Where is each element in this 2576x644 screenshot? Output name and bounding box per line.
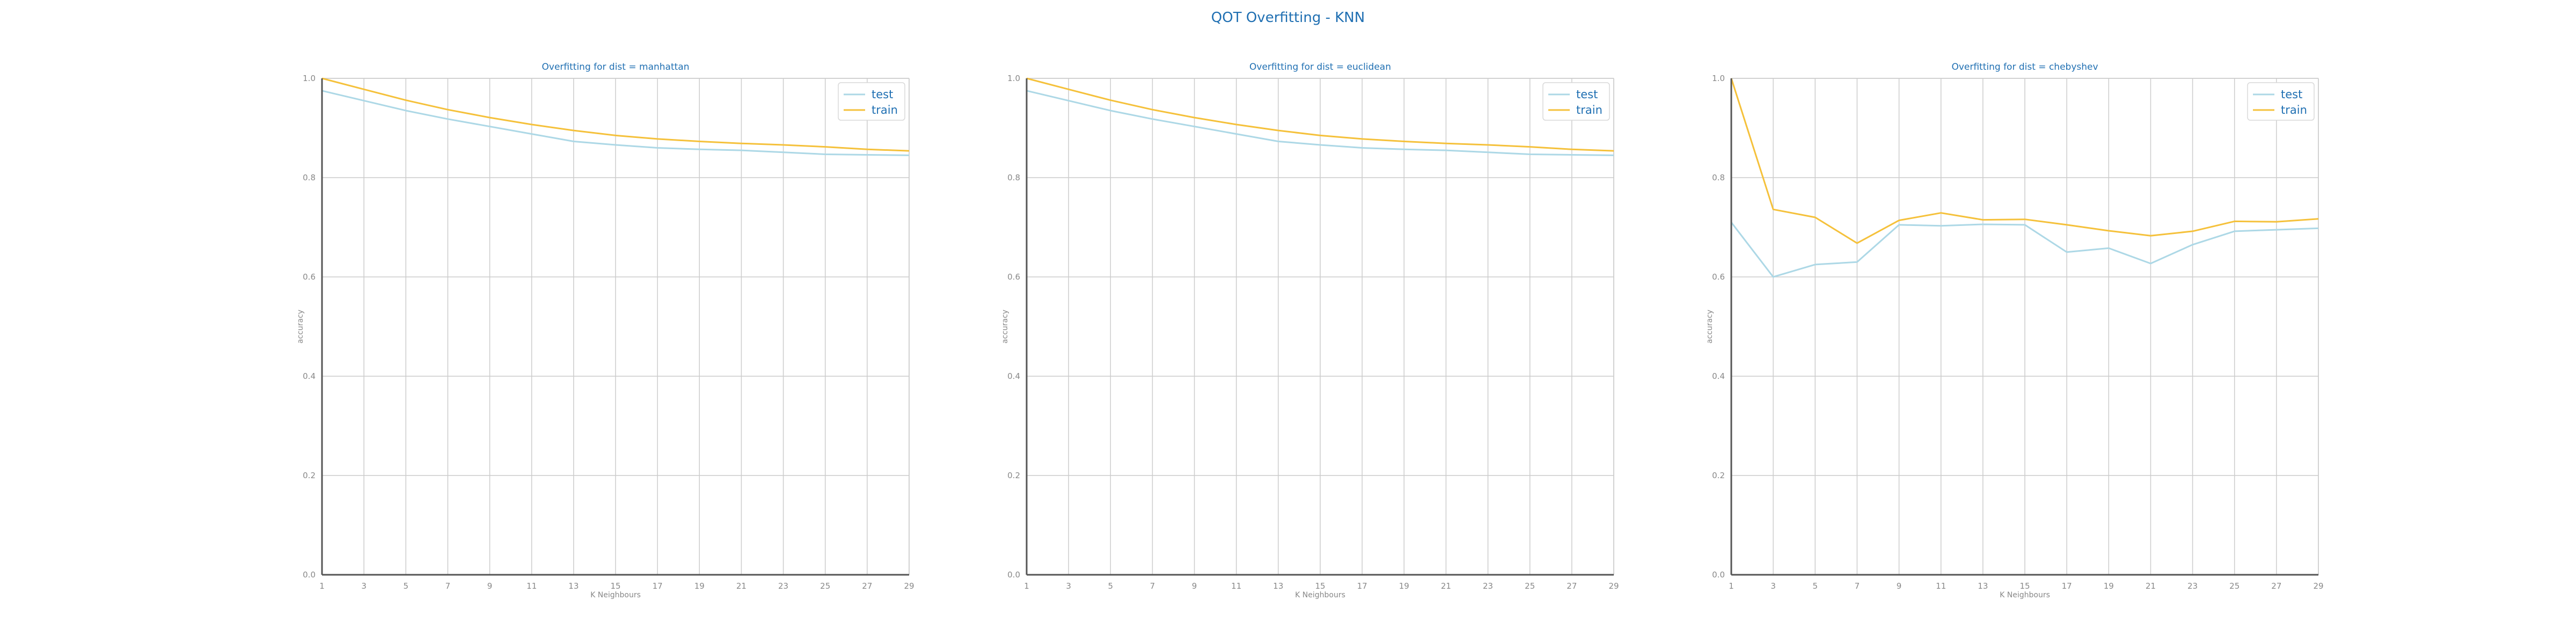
x-tick-label: 3	[361, 581, 367, 591]
y-axis-label: accuracy	[1706, 310, 1714, 343]
y-tick-label: 0.6	[1712, 272, 1725, 282]
x-tick-label: 11	[526, 581, 537, 591]
y-tick-label: 1.0	[1007, 74, 1020, 83]
legend-label-test: test	[1576, 88, 1598, 101]
series-line-train	[1026, 77, 1614, 152]
y-tick-label: 0.2	[1712, 471, 1725, 480]
x-tick-label: 1	[1729, 581, 1734, 591]
x-tick-label: 9	[1192, 581, 1197, 591]
x-tick-label: 17	[653, 581, 663, 591]
x-tick-label: 15	[2019, 581, 2030, 591]
x-tick-label: 11	[1231, 581, 1241, 591]
chart-panel-3: 1 3 5 7 9 11 13 15 17 19 21 23 25 27 290.00.20.40.60.8…	[1706, 62, 2324, 599]
x-tick-label: 25	[1525, 581, 1535, 591]
x-tick-label: 5	[404, 581, 409, 591]
y-axis-label: accuracy	[296, 310, 305, 343]
x-tick-label: 7	[1855, 581, 1860, 591]
y-tick-label: 1.0	[1712, 74, 1725, 83]
x-tick-label: 21	[736, 581, 747, 591]
legend: test train	[1542, 82, 1610, 121]
series-line-test	[1730, 222, 2319, 278]
chart-panel-1: 1 3 5 7 9 11 13 15 17 19 21 23 25 27 290.00.20.40.60.8…	[296, 62, 914, 599]
x-tick-label: 1	[319, 581, 325, 591]
y-tick-label: 0.6	[1007, 272, 1020, 282]
legend-label-train: train	[2281, 104, 2307, 116]
x-tick-label: 5	[1108, 581, 1114, 591]
x-tick-label: 13	[1273, 581, 1283, 591]
x-tick-label: 29	[2313, 581, 2323, 591]
x-tick-label: 25	[820, 581, 830, 591]
series-line-train	[321, 77, 910, 152]
y-tick-label: 1.0	[303, 74, 316, 83]
y-tick-label: 0.2	[303, 471, 316, 480]
x-tick-label: 19	[2104, 581, 2114, 591]
x-tick-label: 17	[2062, 581, 2072, 591]
legend-label-train: train	[872, 104, 898, 116]
x-tick-label: 3	[1770, 581, 1776, 591]
x-tick-label: 13	[1978, 581, 1988, 591]
series-line-test	[1026, 90, 1614, 156]
x-tick-label: 23	[2187, 581, 2198, 591]
x-tick-label: 25	[2229, 581, 2240, 591]
x-tick-label: 21	[1441, 581, 1451, 591]
y-tick-label: 0.6	[303, 272, 316, 282]
x-tick-label: 29	[1608, 581, 1619, 591]
x-tick-label: 13	[568, 581, 579, 591]
legend-label-test: test	[2281, 88, 2302, 101]
legend-label-train: train	[1576, 104, 1602, 116]
x-tick-label: 21	[2146, 581, 2156, 591]
x-tick-label: 27	[2271, 581, 2281, 591]
y-tick-label: 0.0	[1007, 570, 1020, 580]
x-tick-label: 15	[610, 581, 620, 591]
x-tick-label: 5	[1813, 581, 1818, 591]
x-tick-label: 19	[1399, 581, 1409, 591]
chart-panels: 1 3 5 7 9 11 13 15 17 19 21 23 25 27 290.00.20.40.60.8…	[296, 62, 2324, 599]
y-tick-label: 0.4	[1007, 371, 1020, 381]
chart-title: Overfitting for dist = euclidean	[1249, 62, 1391, 72]
x-tick-label: 29	[904, 581, 914, 591]
x-tick-label: 23	[1483, 581, 1493, 591]
legend-label-test: test	[872, 88, 893, 101]
y-tick-label: 0.8	[1712, 173, 1725, 182]
x-axis-label: K Neighbours	[1295, 591, 1345, 599]
x-axis-label: K Neighbours	[590, 591, 641, 599]
legend: test train	[838, 82, 905, 121]
legend: test train	[2247, 82, 2315, 121]
y-tick-label: 0.0	[1712, 570, 1725, 580]
y-axis-label: accuracy	[1001, 310, 1009, 343]
y-tick-label: 0.0	[303, 570, 316, 580]
x-tick-label: 23	[778, 581, 788, 591]
x-tick-label: 1	[1024, 581, 1029, 591]
y-tick-label: 0.8	[1007, 173, 1020, 182]
x-tick-label: 9	[1897, 581, 1902, 591]
figure-title: QOT Overfitting - KNN	[1211, 10, 1365, 26]
x-tick-label: 15	[1315, 581, 1325, 591]
x-tick-label: 9	[487, 581, 493, 591]
series-line-train	[1730, 78, 2319, 244]
y-tick-label: 0.4	[1712, 371, 1725, 381]
x-tick-label: 27	[862, 581, 872, 591]
chart-title: Overfitting for dist = chebyshev	[1951, 62, 2098, 72]
series-line-test	[321, 90, 910, 156]
x-axis-label: K Neighbours	[2000, 591, 2050, 599]
x-tick-label: 17	[1357, 581, 1367, 591]
x-tick-label: 3	[1066, 581, 1071, 591]
chart-title: Overfitting for dist = manhattan	[542, 62, 690, 72]
y-tick-label: 0.8	[303, 173, 316, 182]
y-tick-label: 0.2	[1007, 471, 1020, 480]
y-tick-label: 0.4	[303, 371, 316, 381]
chart-panel-2: 1 3 5 7 9 11 13 15 17 19 21 23 25 27 290.00.20.40.60.8…	[1001, 62, 1619, 599]
x-tick-label: 7	[1150, 581, 1155, 591]
x-tick-label: 7	[445, 581, 451, 591]
x-tick-label: 11	[1936, 581, 1946, 591]
x-tick-label: 27	[1567, 581, 1577, 591]
x-tick-label: 19	[694, 581, 705, 591]
